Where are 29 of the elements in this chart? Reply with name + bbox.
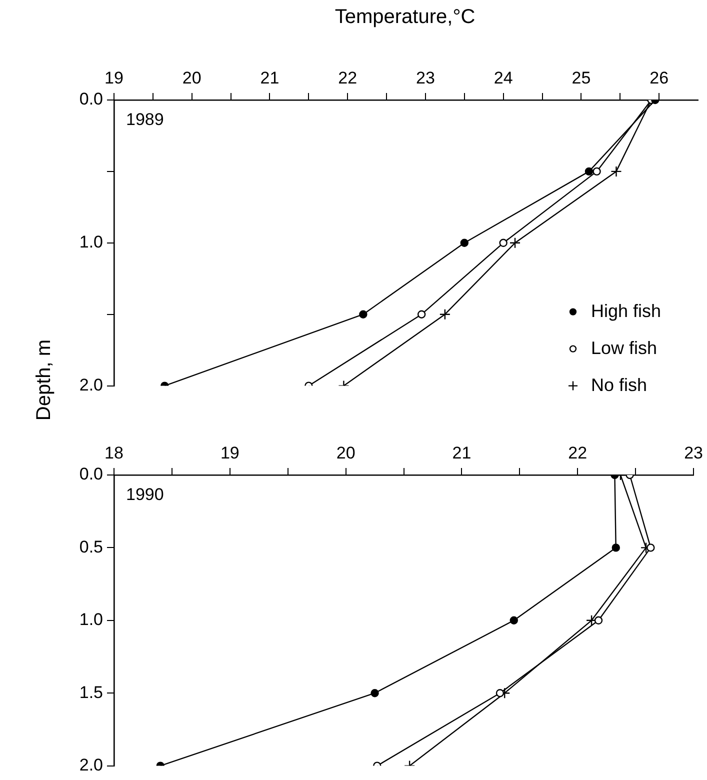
x-tick-label: 20 [182, 68, 202, 88]
x-tick-label: 21 [260, 68, 280, 88]
x-tick-label: 25 [572, 68, 591, 88]
legend-label: High fish [591, 300, 662, 321]
legend-label: Low fish [591, 338, 658, 358]
x-tick-label: 24 [494, 68, 513, 88]
x-tick-label: 18 [104, 443, 124, 462]
x-tick-label: 19 [220, 443, 240, 462]
x-tick-label: 19 [104, 68, 124, 88]
x-axis-title: Temperature,°C [334, 6, 476, 29]
x-tick-label: 21 [452, 443, 472, 462]
x-tick-label: 23 [684, 443, 704, 462]
y-tick-label: 0.0 [79, 90, 103, 109]
y-tick-label: 2.0 [79, 755, 103, 774]
annotation: 1989 [126, 110, 164, 130]
legend-label: No fish [591, 374, 648, 395]
x-tick-label: 22 [338, 68, 358, 88]
y-tick-label: 1.0 [79, 232, 103, 252]
y-axis-title: Depth, m [33, 339, 56, 421]
y-tick-label: 2.0 [79, 375, 103, 394]
y-tick-label: 0.5 [79, 537, 103, 556]
annotation: 1990 [126, 485, 164, 504]
x-tick-label: 23 [416, 68, 435, 88]
y-tick-label: 1.0 [79, 610, 103, 630]
x-tick-label: 22 [568, 443, 588, 462]
x-tick-label: 26 [650, 68, 669, 88]
y-tick-label: 1.5 [79, 682, 103, 702]
y-tick-label: 0.0 [79, 464, 103, 484]
x-tick-label: 20 [336, 443, 356, 462]
